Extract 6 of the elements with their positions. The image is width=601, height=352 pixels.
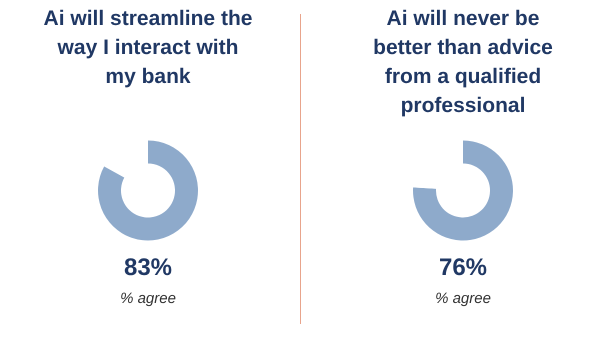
text: 83% bbox=[124, 254, 172, 281]
chart-title: Ai will streamline the way I interact with my bank bbox=[44, 7, 252, 88]
text: % agree bbox=[120, 290, 176, 307]
chart-title: Ai will never be better than advice from a qualified professional bbox=[373, 7, 553, 117]
text: 76% bbox=[438, 254, 488, 281]
text: % agree bbox=[435, 290, 491, 307]
